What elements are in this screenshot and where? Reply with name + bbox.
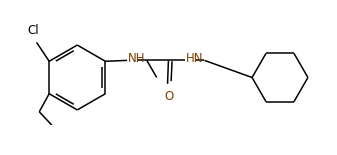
Text: O: O	[164, 90, 174, 103]
Text: HN: HN	[186, 52, 203, 65]
Text: NH: NH	[128, 52, 146, 65]
Text: Cl: Cl	[27, 24, 39, 37]
